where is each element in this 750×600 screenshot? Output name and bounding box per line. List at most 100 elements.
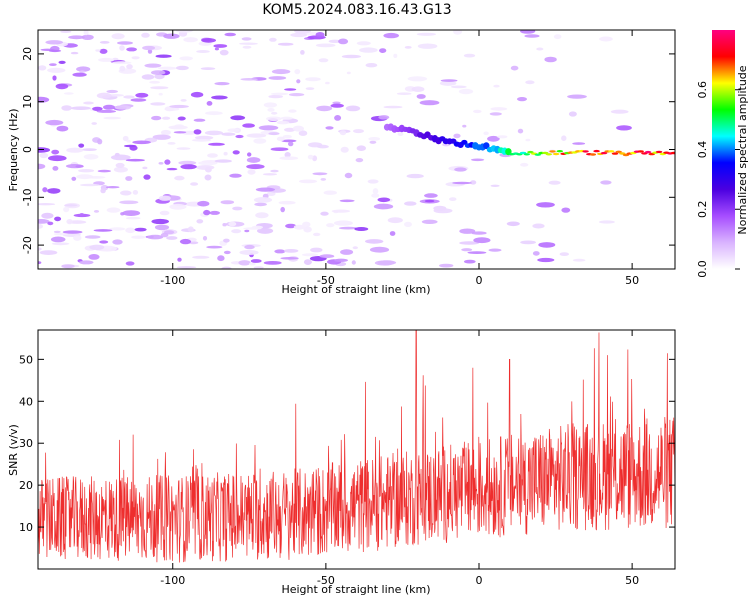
heatmap-cell <box>483 131 489 136</box>
heatmap-cell <box>280 116 293 120</box>
heatmap-cell <box>298 179 318 184</box>
heatmap-cell <box>536 47 544 51</box>
heatmap-cell <box>179 56 193 61</box>
heatmap-cell <box>158 195 171 201</box>
heatmap-cell <box>356 41 371 46</box>
heatmap-cell <box>232 206 243 211</box>
heatmap-cell <box>211 95 228 100</box>
heatmap-cell <box>52 75 57 81</box>
heatmap-cell <box>150 102 166 106</box>
heatmap-cell <box>439 80 457 86</box>
heatmap-cell <box>239 42 258 45</box>
heatmap-cell <box>383 32 400 39</box>
heatmap-cell <box>50 236 66 243</box>
heatmap-cell <box>147 49 153 54</box>
heatmap-cell <box>266 116 282 122</box>
heatmap-cell <box>424 199 435 203</box>
heatmap-cell <box>458 88 474 95</box>
heatmap-band-cell <box>556 150 563 153</box>
heatmap-cell <box>372 188 379 195</box>
heatmap-band-cell <box>527 150 534 154</box>
y-tick-label: 50 <box>19 353 33 366</box>
heatmap-cell <box>158 162 164 165</box>
heatmap-cell <box>109 227 126 231</box>
heatmap-cell <box>196 165 215 170</box>
heatmap-cell <box>493 84 500 88</box>
heatmap-cell <box>383 105 403 109</box>
heatmap-cell <box>155 54 172 58</box>
heatmap-cell <box>100 188 106 194</box>
heatmap-cell <box>61 105 72 111</box>
heatmap-cell <box>520 162 529 167</box>
heatmap-cell <box>258 125 279 131</box>
heatmap-cell <box>293 224 305 230</box>
heatmap-cell <box>255 212 269 219</box>
heatmap-cell <box>192 255 210 259</box>
heatmap-cell <box>230 115 246 121</box>
heatmap-cell <box>246 157 261 163</box>
heatmap-cell <box>367 179 379 184</box>
heatmap-cell <box>407 76 428 82</box>
heatmap-cell <box>194 135 214 140</box>
heatmap-cell <box>58 60 66 64</box>
heatmap-cell <box>269 37 277 42</box>
heatmap-cell <box>142 166 148 170</box>
heatmap-cell <box>38 203 56 206</box>
heatmap-cell <box>277 42 294 46</box>
heatmap-cell <box>114 105 132 110</box>
heatmap-band-cell <box>600 151 608 155</box>
heatmap-cell <box>79 70 86 74</box>
heatmap-cell <box>334 258 348 262</box>
heatmap-cell <box>48 49 62 53</box>
heatmap-cell <box>271 111 278 115</box>
heatmap-cell <box>38 223 43 229</box>
heatmap-cell <box>378 115 390 120</box>
heatmap-cell <box>246 164 265 170</box>
x-tick-label: -50 <box>317 574 335 587</box>
heatmap-cell <box>38 261 42 264</box>
heatmap-cell <box>341 54 361 59</box>
heatmap-band-cell <box>608 150 615 153</box>
heatmap-cell <box>365 239 384 244</box>
heatmap-cell <box>117 41 133 45</box>
heatmap-cell <box>303 259 312 265</box>
heatmap-cell <box>178 160 197 165</box>
colorbar-tick-label: 0.6 <box>696 81 709 99</box>
heatmap-cell <box>132 190 139 195</box>
heatmap-cell <box>490 184 500 187</box>
heatmap-cell <box>487 135 500 142</box>
heatmap-cell <box>130 98 147 102</box>
heatmap-cell <box>173 131 187 134</box>
heatmap-cell <box>517 128 524 134</box>
heatmap-cell <box>253 197 273 203</box>
heatmap-cell <box>263 261 282 265</box>
heatmap-cell <box>84 235 101 239</box>
y-tick-label: 10 <box>19 521 33 534</box>
heatmap-cell <box>300 50 305 55</box>
heatmap-cell <box>169 104 189 109</box>
spectrogram-xlabel: Height of straight line (km) <box>281 283 430 296</box>
heatmap-cell <box>144 63 162 68</box>
heatmap-cell <box>553 34 562 40</box>
heatmap-cell <box>126 139 131 143</box>
heatmap-cell <box>112 239 123 245</box>
heatmap-cell <box>207 153 218 158</box>
heatmap-cell <box>262 173 278 176</box>
heatmap-cell <box>298 130 308 136</box>
heatmap-cell <box>268 76 287 80</box>
heatmap-cell <box>424 193 438 198</box>
heatmap-cell <box>411 86 425 92</box>
heatmap-cell <box>47 221 54 226</box>
heatmap-cell <box>351 260 356 265</box>
heatmap-cell <box>525 138 531 142</box>
heatmap-band-cell <box>589 153 597 156</box>
heatmap-cell <box>176 147 191 150</box>
heatmap-cell <box>125 227 136 234</box>
heatmap-band-cell <box>549 150 556 153</box>
heatmap-cell <box>397 132 404 136</box>
heatmap-cell <box>213 44 228 48</box>
heatmap-cell <box>79 213 84 216</box>
heatmap-cell <box>307 154 314 160</box>
heatmap-cell <box>47 67 66 73</box>
